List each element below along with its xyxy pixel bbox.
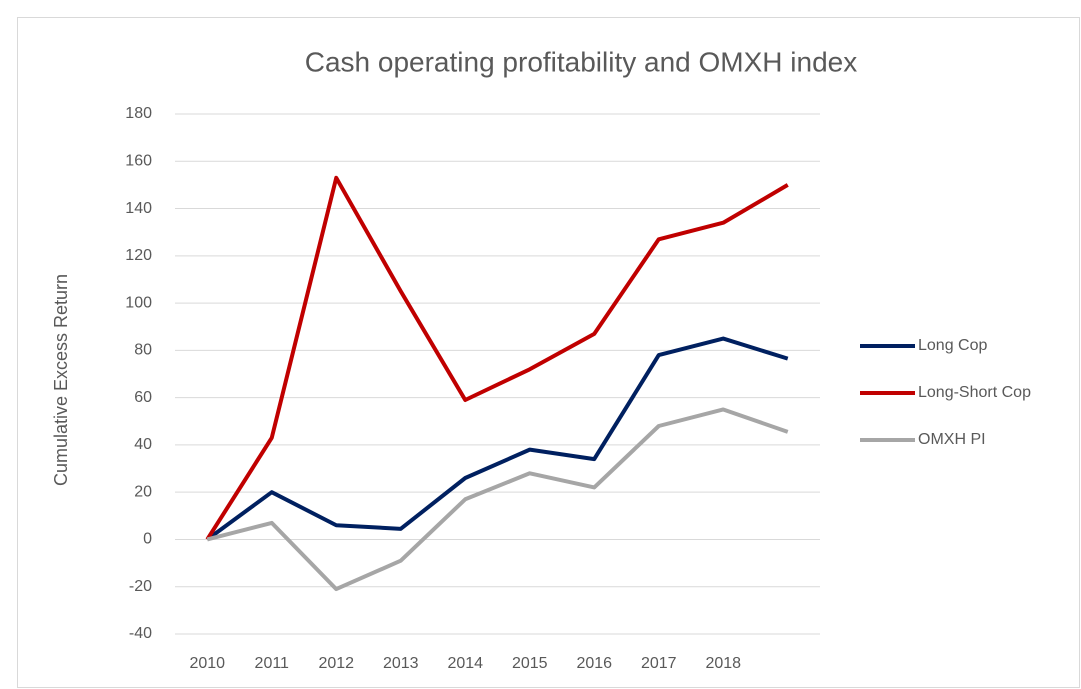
x-tick-label: 2017 xyxy=(641,655,677,672)
y-tick-label: 140 xyxy=(125,200,152,217)
x-tick-label: 2012 xyxy=(318,655,354,672)
y-tick-label: 120 xyxy=(125,247,152,264)
y-tick-label: 60 xyxy=(134,389,152,406)
y-axis-title: Cumulative Excess Return xyxy=(51,274,71,486)
chart-frame xyxy=(17,17,1080,688)
x-tick-label: 2018 xyxy=(705,655,741,672)
x-tick-label: 2010 xyxy=(189,655,225,672)
y-tick-label: -20 xyxy=(129,578,152,595)
series-line xyxy=(205,175,789,541)
chart-title: Cash operating profitability and OMXH in… xyxy=(305,46,858,77)
y-tick-label: 80 xyxy=(134,342,152,359)
x-tick-label: 2015 xyxy=(512,655,548,672)
y-tick-label: 40 xyxy=(134,436,152,453)
x-tick-label: 2011 xyxy=(255,655,290,672)
y-tick-label: -40 xyxy=(129,625,152,642)
y-tick-label: 20 xyxy=(134,483,152,500)
y-tick-label: 160 xyxy=(125,152,152,169)
y-tick-label: 0 xyxy=(143,531,152,548)
y-tick-label: 100 xyxy=(125,294,152,311)
series-line xyxy=(206,336,789,542)
legend-label: Long Cop xyxy=(918,337,987,354)
legend-label: Long-Short Cop xyxy=(918,384,1031,401)
legend-label: OMXH PI xyxy=(918,431,986,448)
x-tick-label: 2016 xyxy=(576,655,612,672)
x-tick-label: 2013 xyxy=(383,655,419,672)
x-tick-label: 2014 xyxy=(447,655,483,672)
series-line xyxy=(206,407,789,592)
y-tick-label: 180 xyxy=(125,105,152,122)
